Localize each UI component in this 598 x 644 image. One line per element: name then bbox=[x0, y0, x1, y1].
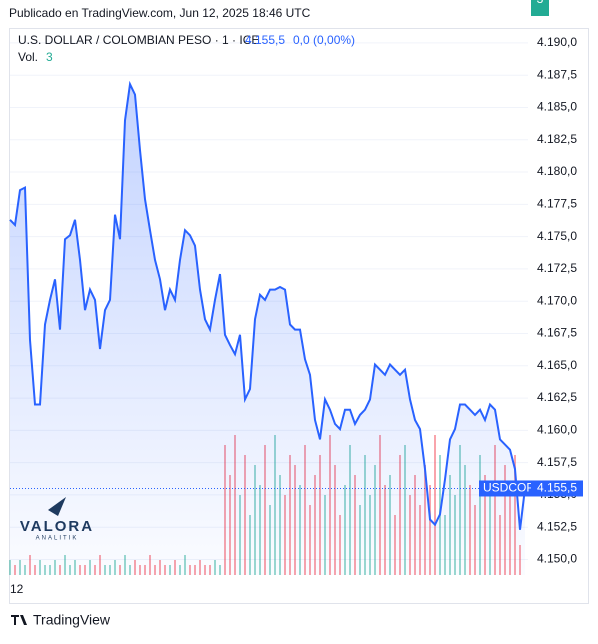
y-tick-label: 4.190,0 bbox=[537, 35, 577, 49]
y-tick-label: 4.172,5 bbox=[537, 261, 577, 275]
published: Publicado en TradingView.com, Jun 12, 20… bbox=[9, 6, 311, 20]
y-tick-label: 4.170,0 bbox=[537, 293, 577, 307]
y-tick-label: 4.185,0 bbox=[537, 100, 577, 114]
y-tick-label: 4.160,0 bbox=[537, 423, 577, 437]
y-tick-label: 4.167,5 bbox=[537, 326, 577, 340]
y-tick-label: 4.180,0 bbox=[537, 164, 577, 178]
symbol-label: USDCOP bbox=[483, 481, 534, 495]
volume-title: Vol. bbox=[18, 50, 38, 64]
last-price-box bbox=[531, 480, 583, 497]
y-tick-label: 4.152,5 bbox=[537, 519, 577, 533]
y-tick-label: 4.187,5 bbox=[537, 67, 577, 81]
y-tick-label: 4.177,5 bbox=[537, 197, 577, 211]
symbol-box bbox=[479, 480, 531, 497]
volume-last-label: 3 bbox=[537, 0, 544, 6]
volume-value: 3 bbox=[46, 50, 53, 64]
y-tick-label: 4.182,5 bbox=[537, 132, 577, 146]
tv-logo bbox=[11, 615, 27, 625]
y-tick-label: 4.150,0 bbox=[537, 552, 577, 566]
y-tick-label: 4.157,5 bbox=[537, 455, 577, 469]
volume-bar bbox=[434, 435, 436, 575]
logo-icon bbox=[48, 497, 66, 516]
y-tick-label: 4.162,5 bbox=[537, 390, 577, 404]
area-fill bbox=[10, 84, 525, 575]
price-label: 4.155,5 bbox=[245, 33, 285, 47]
last-price-label: 4.155,5 bbox=[537, 481, 577, 495]
y-tick-label: 4.175,0 bbox=[537, 229, 577, 243]
chart-frame bbox=[9, 28, 589, 604]
y-tick-label: 4.165,0 bbox=[537, 358, 577, 372]
logo-sub: ANALITIK bbox=[36, 536, 79, 542]
plot bbox=[9, 42, 528, 575]
footer-brand: TradingView bbox=[33, 612, 111, 628]
price-line bbox=[9, 80, 526, 530]
change-label: 0,0 (0,00%) bbox=[293, 33, 355, 47]
logo-name: VALORA bbox=[20, 518, 94, 535]
chart-title: U.S. DOLLAR / COLOMBIAN PESO · 1 · ICE bbox=[18, 33, 259, 47]
volume-box bbox=[531, 0, 549, 16]
x-tick-label: 12 bbox=[10, 582, 24, 596]
